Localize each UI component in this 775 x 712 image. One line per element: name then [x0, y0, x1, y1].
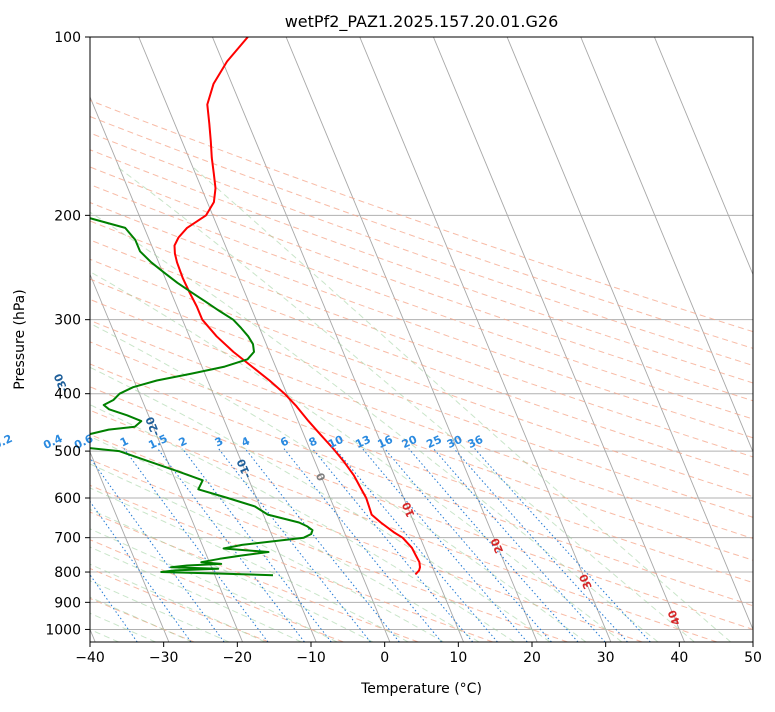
dry-adiabat	[90, 99, 753, 333]
isotherm-line	[580, 37, 753, 454]
mixing-ratio-line	[362, 448, 528, 642]
y-tick-label: 700	[54, 531, 81, 547]
dry-adiabat	[90, 458, 568, 642]
y-tick-label: 900	[54, 595, 81, 611]
y-tick-label: 200	[54, 208, 81, 224]
isotherm-line	[138, 37, 391, 642]
mixing-ratio-label: 30	[445, 433, 465, 451]
dry-adiabat	[90, 166, 753, 402]
y-tick-label: 100	[54, 30, 81, 46]
dry-adiabat	[90, 202, 753, 439]
dry-adiabat	[90, 115, 753, 349]
x-tick-label: 0	[380, 650, 389, 666]
y-tick-label: 800	[54, 565, 81, 581]
moist-adiabat	[90, 211, 659, 642]
dewpoint-profile	[90, 217, 314, 577]
isotherm-line	[433, 37, 685, 642]
mixing-ratio-line	[283, 448, 442, 642]
dry-adiabat	[90, 220, 753, 458]
isotherm-line	[212, 37, 464, 642]
x-axis-label: Temperature (°C)	[360, 681, 482, 697]
dry-adiabat	[90, 567, 269, 642]
x-tick-label: −30	[149, 650, 179, 666]
x-tick-label: 20	[523, 650, 541, 666]
dry-adiabats	[90, 99, 753, 642]
temperature-label: 30	[577, 572, 595, 591]
dry-adiabat	[90, 341, 753, 584]
dry-adiabat	[90, 386, 753, 630]
temperature-profile	[173, 37, 421, 575]
moist-adiabat	[90, 487, 409, 642]
isotherm-line	[90, 450, 170, 642]
moist-adiabats	[90, 165, 732, 642]
y-tick-label: 400	[54, 387, 81, 403]
sounding-profiles	[90, 37, 421, 577]
moist-adiabat	[90, 322, 587, 642]
y-tick-label: 1000	[45, 622, 81, 638]
isotherm-line	[90, 273, 243, 642]
moist-adiabat	[191, 165, 732, 642]
x-tick-label: −20	[223, 650, 253, 666]
mixing-ratio-line	[90, 457, 225, 642]
plot-frame	[89, 36, 754, 643]
mixing-ratio-line	[218, 448, 371, 642]
moist-adiabat	[90, 528, 338, 642]
x-tick-label: 40	[670, 650, 688, 666]
mixing-ratio-label: 36	[466, 433, 486, 451]
temperature-label: 40	[665, 608, 683, 627]
dry-adiabat	[90, 149, 753, 384]
mixing-ratio-label: 16	[376, 433, 396, 451]
mixing-ratio-line	[384, 448, 552, 642]
moist-adiabat	[115, 165, 695, 642]
dry-adiabat	[90, 363, 753, 607]
x-tick-label: 10	[449, 650, 467, 666]
axes: −40 −30 −20 −10 0 10 20 30 40 50 100 200 300 400 500 60…	[45, 30, 762, 666]
mixing-ratio-label: 25	[424, 433, 443, 451]
mixing-ratio-line	[474, 448, 651, 642]
mixing-ratio-line	[90, 500, 192, 642]
dry-adiabat	[90, 409, 718, 642]
mixing-ratio-label: 10	[326, 433, 346, 451]
moist-adiabat	[90, 435, 480, 642]
chart-title: wetPf2_PAZ1.2025.157.20.01.G26	[285, 12, 559, 32]
moist-adiabat	[90, 563, 266, 642]
mixing-ratio-line	[90, 573, 138, 642]
dry-adiabat	[90, 258, 753, 498]
y-tick-label: 600	[54, 491, 81, 507]
y-tick-label: 300	[54, 313, 81, 329]
x-tick-label: 50	[744, 650, 762, 666]
y-tick-label: 500	[54, 444, 81, 460]
isotherm-line	[359, 37, 612, 642]
mixing-ratio-label: 13	[353, 433, 372, 451]
moist-adiabat	[90, 404, 515, 642]
mixing-ratio-label: 20	[400, 433, 420, 451]
moist-adiabat	[90, 271, 623, 642]
mixing-ratio-line	[433, 448, 606, 642]
x-tick-label: 30	[597, 650, 615, 666]
x-tick-label: −10	[296, 650, 326, 666]
dry-adiabat	[90, 319, 753, 561]
isotherm-line	[506, 37, 753, 631]
dry-adiabat	[90, 484, 493, 642]
temperature-label: 10	[400, 500, 418, 519]
mixing-ratio-line	[453, 448, 628, 642]
isotherm-line	[654, 37, 753, 276]
temperature-label: 20	[488, 536, 506, 555]
mixing-ratio-line	[181, 448, 332, 642]
y-axis-label: Pressure (hPa)	[12, 289, 28, 389]
x-tick-label: −40	[75, 650, 105, 666]
mixing-ratio-lines	[90, 448, 651, 642]
moist-adiabat	[90, 546, 302, 642]
